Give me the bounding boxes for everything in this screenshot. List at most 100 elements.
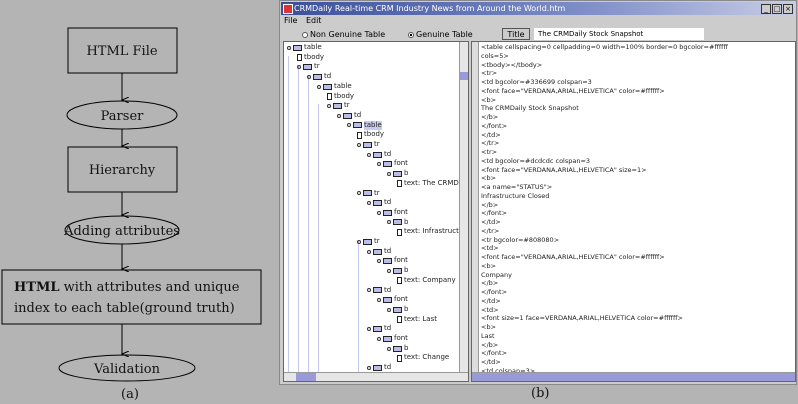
node-label: Adding attributes [63, 224, 180, 239]
source-line: <a name="STATUS"> [481, 183, 553, 191]
node-label: index to each table(ground truth) [14, 301, 235, 316]
tree-node[interactable]: td [367, 324, 391, 334]
expand-toggle-icon[interactable] [377, 298, 381, 303]
node-html-file [67, 27, 178, 74]
tree-node[interactable]: td [367, 286, 391, 296]
tree-guide-line [308, 75, 309, 376]
tree-node[interactable]: table [347, 120, 382, 131]
tree-node-label: text: Infrastructu [404, 227, 464, 236]
scroll-thumb[interactable] [296, 373, 316, 381]
tree-node-label: tr [374, 188, 380, 197]
expand-toggle-icon[interactable] [367, 365, 371, 370]
tree-node[interactable]: td [307, 72, 331, 82]
tree-node[interactable]: text: The CRMDa [397, 179, 463, 189]
maximize-button[interactable]: □ [772, 4, 782, 14]
scroll-thumb[interactable] [460, 72, 468, 80]
expand-toggle-icon[interactable] [387, 220, 391, 225]
tree-node[interactable]: text: Company [397, 276, 456, 286]
expand-toggle-icon[interactable] [357, 191, 361, 196]
radio-selected-icon [408, 31, 414, 38]
expand-toggle-icon[interactable] [387, 346, 391, 351]
menu-file[interactable]: File [284, 16, 298, 25]
tree-node-label: b [404, 343, 409, 352]
tree-node[interactable]: tbody [327, 92, 354, 102]
tree-node[interactable]: td [367, 198, 391, 208]
expand-toggle-icon[interactable] [327, 104, 331, 109]
tree-node-label: text: Change [404, 353, 450, 362]
expand-toggle-icon[interactable] [297, 65, 301, 70]
expand-toggle-icon[interactable] [367, 201, 371, 206]
dom-tree-panel[interactable]: table tbody tr td table tbody tr td table tbody tr… [283, 41, 469, 382]
radio-genuine-table[interactable]: Genuine Table [408, 30, 473, 39]
expand-toggle-icon[interactable] [287, 45, 291, 50]
tree-node[interactable]: font [377, 334, 408, 344]
tree-node[interactable]: table [287, 43, 322, 53]
tree-node[interactable]: td [367, 363, 391, 373]
toolbar: Non Genuine Table Genuine Table Title Th… [280, 28, 796, 41]
tree-node[interactable]: text: Last [397, 315, 437, 325]
expand-toggle-icon[interactable] [367, 152, 371, 157]
close-button[interactable]: × [783, 4, 793, 14]
radio-non-genuine-table[interactable]: Non Genuine Table [302, 30, 385, 39]
expand-toggle-icon[interactable] [367, 288, 371, 293]
tree-node[interactable]: td [367, 247, 391, 257]
tree-node-label: td [384, 149, 392, 158]
expand-toggle-icon[interactable] [317, 84, 321, 89]
tree-node-label: td [354, 110, 362, 119]
tree-node[interactable]: font [377, 159, 408, 169]
node-label: HTML with attributes and unique [14, 280, 240, 295]
source-line: <table cellspacing=0 cellpadding=0 width… [481, 43, 728, 51]
tree-node[interactable]: b [387, 266, 408, 276]
tree-node[interactable]: font [377, 295, 408, 305]
folder-icon [373, 364, 382, 371]
source-line: <b> [481, 95, 497, 104]
tree-node[interactable]: font [377, 208, 408, 218]
tree-node[interactable]: b [387, 169, 408, 179]
expand-toggle-icon[interactable] [337, 113, 341, 118]
folder-icon [363, 190, 372, 197]
tree-node[interactable]: b [387, 344, 408, 354]
expand-toggle-icon[interactable] [357, 239, 361, 244]
tree-node[interactable]: tbody [357, 130, 384, 140]
minimize-button[interactable]: _ [761, 4, 771, 14]
tree-node[interactable]: table [317, 82, 352, 92]
tree-node[interactable]: text: Infrastructu [397, 227, 463, 237]
title-button[interactable]: Title [502, 28, 530, 40]
expand-toggle-icon[interactable] [377, 336, 381, 341]
tree-node[interactable]: tr [297, 62, 320, 72]
expand-toggle-icon[interactable] [377, 162, 381, 167]
source-line: </b> [481, 279, 499, 288]
tree-node-label: tr [344, 101, 350, 110]
expand-toggle-icon[interactable] [377, 259, 381, 264]
tree-vertical-scrollbar[interactable] [459, 42, 468, 373]
expand-toggle-icon[interactable] [377, 210, 381, 215]
expand-toggle-icon[interactable] [307, 74, 311, 79]
expand-toggle-icon[interactable] [357, 142, 361, 147]
tree-horizontal-scrollbar[interactable] [284, 372, 468, 381]
expand-toggle-icon[interactable] [387, 307, 391, 312]
expand-toggle-icon[interactable] [367, 249, 371, 254]
source-line: <font face="VERDANA,ARIAL,HELVETICA" col… [481, 86, 665, 95]
tree-node[interactable]: tr [357, 140, 380, 150]
tree-node-label: text: Company [404, 275, 456, 284]
tree-node[interactable]: tr [327, 101, 350, 111]
tree-node[interactable]: tr [357, 237, 380, 247]
tree-node[interactable]: b [387, 305, 408, 315]
tree-node[interactable]: font [377, 256, 408, 266]
html-source-panel[interactable]: <table cellspacing=0 cellpadding=0 width… [471, 41, 796, 382]
tree-node[interactable]: tr [357, 189, 380, 199]
expand-toggle-icon[interactable] [387, 268, 391, 273]
title-field[interactable]: The CRMDaily Stock Snapshot [534, 28, 704, 40]
tree-node[interactable]: td [337, 111, 361, 121]
source-horizontal-scrollbar[interactable] [472, 372, 795, 381]
source-line: </td> [481, 218, 501, 226]
tree-node[interactable]: td [367, 150, 391, 160]
tree-node[interactable]: b [387, 218, 408, 228]
tree-node[interactable]: text: Change [397, 353, 449, 363]
tree-node[interactable]: tbody [297, 53, 324, 63]
expand-toggle-icon[interactable] [387, 171, 391, 176]
expand-toggle-icon[interactable] [347, 123, 351, 128]
tree-guide-line [358, 240, 359, 375]
expand-toggle-icon[interactable] [367, 327, 371, 332]
menu-edit[interactable]: Edit [305, 16, 322, 25]
